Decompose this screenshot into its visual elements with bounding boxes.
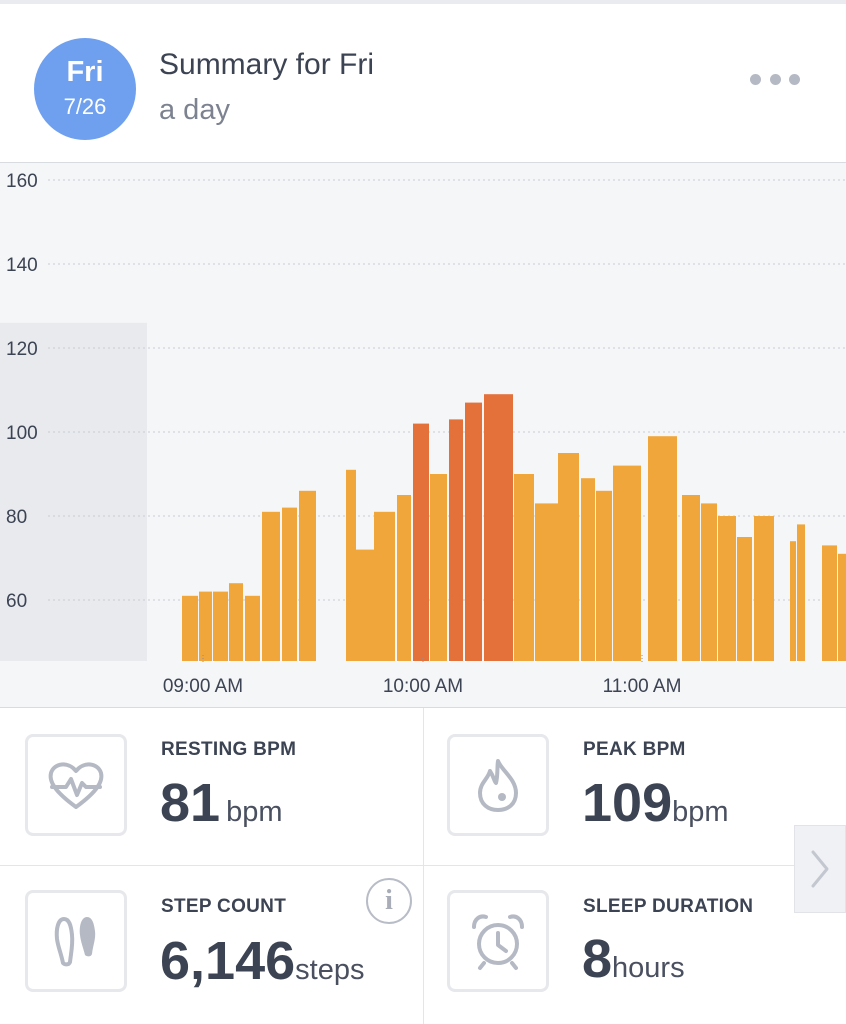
step-count-unit: steps xyxy=(295,954,365,986)
peak-bar xyxy=(498,394,513,661)
heart-rate-bar xyxy=(199,591,212,661)
heart-rate-bar xyxy=(737,537,752,661)
chart-canvas: 60 80 100 120 140 160 09:00 AM 10:00 AM 11:00 AM xyxy=(0,171,846,697)
x-tick-label: 11:00 AM xyxy=(603,676,682,697)
more-options-button[interactable] xyxy=(750,64,800,94)
heart-rate-bar xyxy=(245,595,260,661)
peak-bpm-label: PEAK BPM xyxy=(583,739,686,760)
heart-rate-bar xyxy=(822,545,837,661)
heart-rate-bar xyxy=(262,511,280,661)
heart-rate-bar xyxy=(718,516,736,661)
resting-bpm-label: RESTING BPM xyxy=(161,739,297,760)
heart-rate-bar xyxy=(682,495,700,661)
heart-rate-bar xyxy=(346,469,356,661)
sleep-duration-unit: hours xyxy=(612,952,685,984)
y-tick-label: 80 xyxy=(6,507,27,528)
y-tick-label: 140 xyxy=(6,255,38,276)
chevron-right-icon xyxy=(811,850,829,888)
heart-rate-bar xyxy=(613,465,641,661)
step-count-value: 6,146steps xyxy=(160,930,364,992)
date-badge: Fri 7/26 xyxy=(34,38,136,140)
peak-bar xyxy=(484,394,498,661)
heart-rate-bar xyxy=(374,511,395,661)
heart-pulse-icon xyxy=(48,762,104,809)
resting-bpm-value: 81 bpm xyxy=(160,772,283,834)
more-icon-dot xyxy=(769,73,781,85)
resting-bpm-unit: bpm xyxy=(226,796,283,828)
divider xyxy=(0,865,846,866)
y-tick-label: 100 xyxy=(6,423,38,444)
more-icon-dot xyxy=(789,73,800,85)
step-count-tile-icon xyxy=(25,890,127,992)
peak-bar xyxy=(413,423,429,661)
x-tick-label: 09:00 AM xyxy=(163,676,243,697)
heart-rate-bar xyxy=(797,524,805,661)
heart-rate-bar xyxy=(596,490,612,661)
stats-grid: RESTING BPM 81 bpm PEAK BPM 109bpm STEP C… xyxy=(0,708,846,1024)
heart-rate-bar xyxy=(213,591,228,661)
heart-rate-bar xyxy=(397,495,411,661)
date-month-day: 7/26 xyxy=(63,94,107,119)
resting-bpm-tile-icon xyxy=(25,734,127,836)
divider xyxy=(423,708,424,1024)
flame-icon xyxy=(478,759,518,812)
info-icon: i xyxy=(385,885,393,916)
y-tick-label: 120 xyxy=(6,339,38,360)
peak-bpm-number: 109 xyxy=(582,773,673,833)
peak-bar xyxy=(465,402,482,661)
sleep-duration-number: 8 xyxy=(582,929,613,989)
heart-rate-bar xyxy=(430,474,447,661)
peak-bar xyxy=(449,419,463,661)
heart-rate-bar xyxy=(229,583,243,661)
sleep-duration-label: SLEEP DURATION xyxy=(583,896,754,917)
sleep-duration-value: 8hours xyxy=(582,928,685,990)
heart-rate-bar xyxy=(356,549,374,661)
y-tick-label: 60 xyxy=(6,591,27,612)
heart-rate-bar xyxy=(514,474,534,661)
resting-range-band xyxy=(0,322,147,661)
heart-rate-bar xyxy=(299,490,316,661)
footprints-icon xyxy=(54,917,96,967)
heart-rate-bar xyxy=(754,516,774,661)
step-count-number: 6,146 xyxy=(160,931,296,991)
heart-rate-bar xyxy=(535,503,558,661)
heart-rate-chart[interactable]: 60 80 100 120 140 160 09:00 AM 10:00 AM 11:00 AM xyxy=(0,162,846,708)
page-subtitle: a day xyxy=(159,94,230,126)
peak-bpm-value: 109bpm xyxy=(582,772,729,834)
heart-rate-bar xyxy=(558,453,579,661)
alarm-clock-icon xyxy=(472,914,524,970)
heart-rate-bar xyxy=(648,436,677,661)
peak-bpm-unit: bpm xyxy=(672,796,729,828)
more-icon-dot xyxy=(750,73,761,85)
peak-bpm-tile-icon xyxy=(447,734,549,836)
info-button[interactable]: i xyxy=(366,878,412,924)
heart-rate-bar xyxy=(790,541,796,661)
step-count-label: STEP COUNT xyxy=(161,896,287,917)
sleep-duration-tile-icon xyxy=(447,890,549,992)
heart-rate-bar xyxy=(182,595,198,661)
heart-rate-bar xyxy=(838,553,846,661)
y-tick-label: 160 xyxy=(6,171,38,192)
x-tick-label: 10:00 AM xyxy=(383,676,463,697)
next-page-button[interactable] xyxy=(794,825,846,913)
resting-bpm-number: 81 xyxy=(160,773,221,833)
top-strip xyxy=(0,0,846,4)
heart-rate-bar xyxy=(282,507,297,661)
date-day: Fri xyxy=(66,56,104,88)
heart-rate-bar xyxy=(581,478,595,661)
page-title: Summary for Fri xyxy=(159,48,375,81)
heart-rate-bar xyxy=(701,503,717,661)
summary-header: Fri 7/26 Summary for Fri a day xyxy=(0,4,846,162)
